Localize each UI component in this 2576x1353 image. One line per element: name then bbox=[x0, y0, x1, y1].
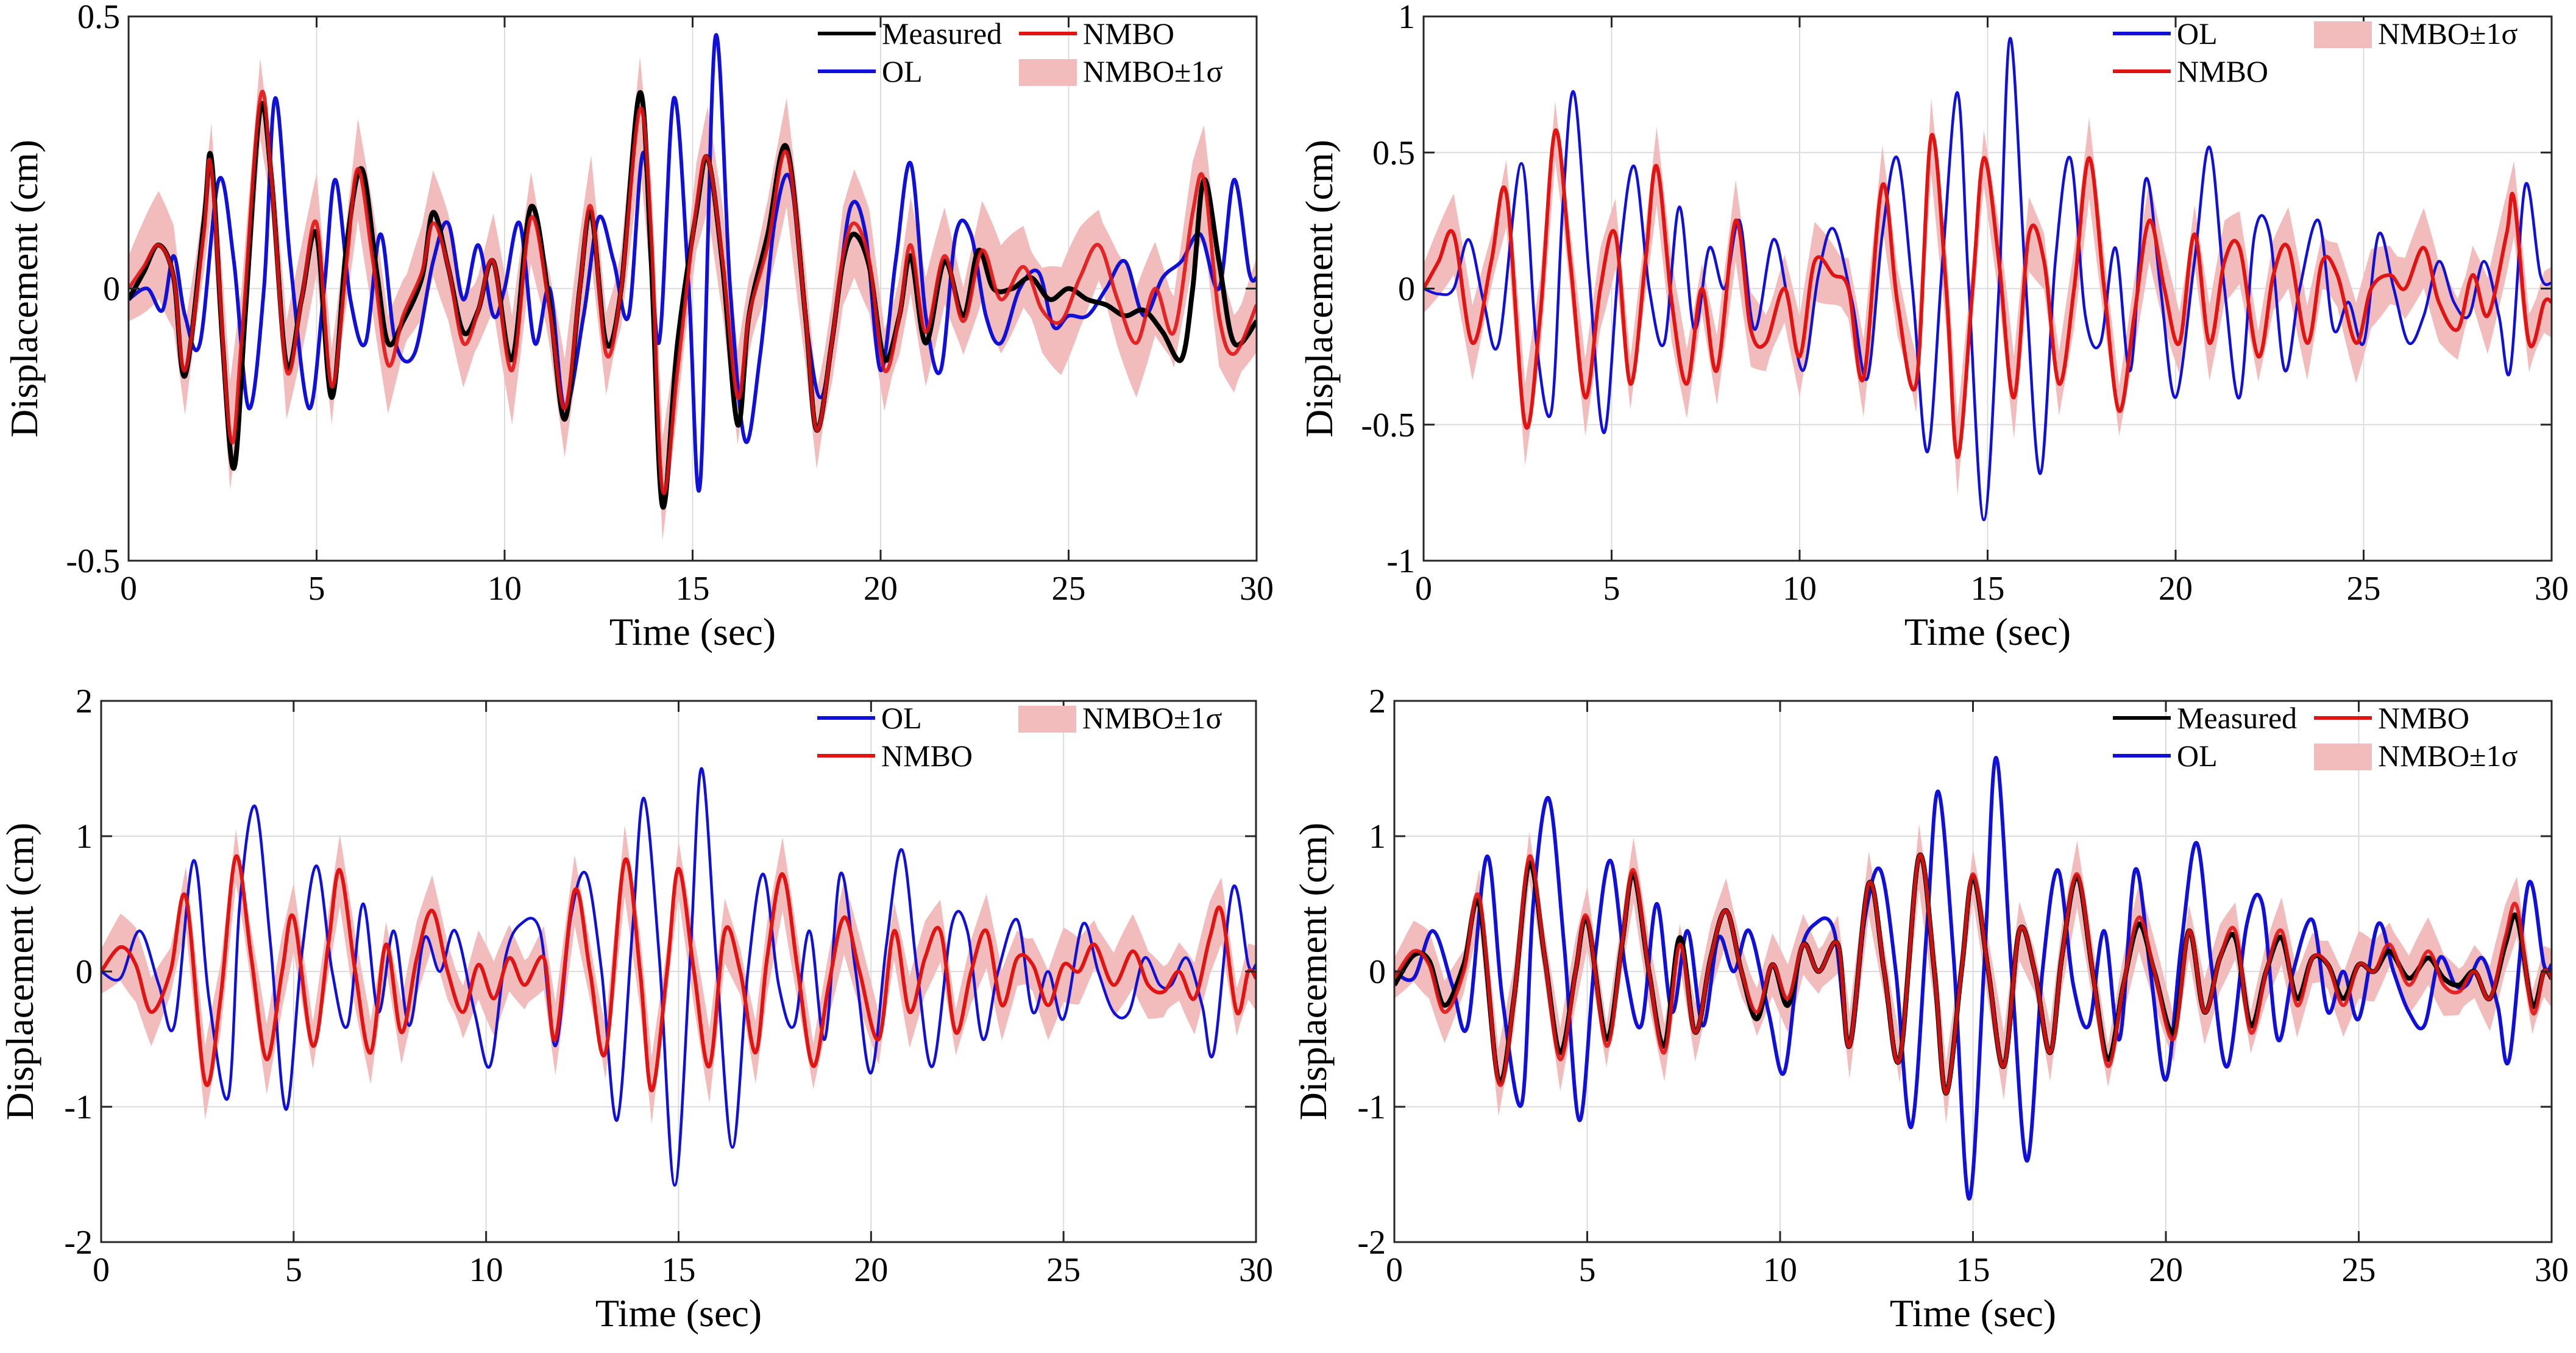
y-axis-label: Displacement (cm) bbox=[1297, 140, 1341, 438]
y-tick-label: 1 bbox=[1369, 818, 1386, 856]
plot-series bbox=[1424, 37, 2552, 522]
x-axis-label: Time (sec) bbox=[1890, 1291, 2056, 1335]
x-axis-label: Time (sec) bbox=[1904, 610, 2071, 653]
legend-label-band: NMBO±1σ bbox=[2378, 739, 2517, 773]
x-tick-label: 30 bbox=[2535, 1251, 2569, 1289]
legend-swatch-band bbox=[2314, 21, 2372, 48]
x-tick-label: 30 bbox=[1240, 570, 1274, 608]
y-axis-label: Displacement (cm) bbox=[2, 140, 46, 438]
x-tick-label: 25 bbox=[1046, 1251, 1080, 1289]
x-tick-label: 10 bbox=[1783, 570, 1817, 608]
x-tick-label: 0 bbox=[1415, 570, 1432, 608]
nmbo-series-line bbox=[101, 854, 1256, 1093]
legend-label-ol: OL bbox=[882, 54, 923, 88]
ol-series-line bbox=[1424, 37, 2552, 522]
x-tick-label: 5 bbox=[1603, 570, 1620, 608]
x-tick-label: 20 bbox=[854, 1251, 888, 1289]
nmbo-series-line bbox=[1394, 853, 2552, 1095]
y-tick-label: 2 bbox=[1369, 683, 1386, 720]
x-tick-label: 20 bbox=[2149, 1251, 2183, 1289]
legend: Measured NMBO OL NMBO±1σ bbox=[818, 16, 1222, 88]
x-tick-label: 10 bbox=[469, 1251, 503, 1289]
y-tick-label: 1 bbox=[76, 818, 93, 856]
y-tick-label: -2 bbox=[64, 1224, 93, 1262]
x-tick-label: 15 bbox=[662, 1251, 696, 1289]
legend-label-nmbo: NMBO bbox=[881, 739, 973, 773]
legend-label-measured: Measured bbox=[882, 16, 1002, 51]
ol-series-line bbox=[1394, 756, 2552, 1201]
plot-series bbox=[1394, 756, 2552, 1201]
nmbo-series-line bbox=[1424, 128, 2552, 460]
x-tick-label: 5 bbox=[1579, 1251, 1596, 1289]
legend-swatch-band bbox=[1019, 59, 1077, 86]
x-tick-label: 15 bbox=[1956, 1251, 1990, 1289]
x-tick-label: 5 bbox=[285, 1251, 302, 1289]
x-axis-label: Time (sec) bbox=[595, 1291, 762, 1335]
y-tick-label: 2 bbox=[76, 683, 93, 720]
x-tick-label: 25 bbox=[2347, 570, 2381, 608]
plot-series bbox=[129, 33, 1257, 541]
y-tick-label: -1 bbox=[64, 1088, 93, 1126]
nmbo-confidence-band bbox=[129, 56, 1257, 541]
nmbo-series-line bbox=[129, 90, 1257, 495]
legend-label-nmbo: NMBO bbox=[1083, 16, 1174, 51]
y-tick-label: 0 bbox=[1369, 953, 1386, 991]
x-tick-label: 20 bbox=[864, 570, 898, 608]
y-tick-label: 0 bbox=[103, 271, 120, 308]
y-tick-label: 0 bbox=[76, 953, 93, 991]
legend-label-ol: OL bbox=[2177, 16, 2218, 51]
ol-series-line bbox=[129, 33, 1257, 493]
legend-label-nmbo: NMBO bbox=[2378, 701, 2469, 735]
y-tick-label: 1 bbox=[1398, 0, 1415, 36]
chart-panel-bottom-left: 0 5 10 15 20 25 30 -2 -1 0 1 2 Time (sec) Displacemen… bbox=[0, 683, 1273, 1335]
x-tick-label: 0 bbox=[120, 570, 137, 608]
legend: OL NMBO±1σ NMBO bbox=[2113, 16, 2517, 88]
legend-label-band: NMBO±1σ bbox=[2378, 16, 2517, 51]
chart-panel-bottom-right: 0 5 10 15 20 25 30 -2 -1 0 1 2 Time (sec) Displacemen… bbox=[1291, 683, 2569, 1335]
legend-swatch-band bbox=[1018, 706, 1076, 733]
y-tick-label: -2 bbox=[1357, 1224, 1386, 1262]
y-tick-label: 0.5 bbox=[77, 0, 120, 36]
y-tick-label: 0 bbox=[1398, 271, 1415, 308]
x-axis-label: Time (sec) bbox=[609, 610, 776, 653]
legend-label-ol: OL bbox=[881, 701, 922, 735]
y-tick-label: -1 bbox=[1357, 1088, 1386, 1126]
legend-label-measured: Measured bbox=[2177, 701, 2297, 735]
legend-label-nmbo: NMBO bbox=[2177, 54, 2268, 88]
y-tick-label: 0.5 bbox=[1372, 134, 1415, 172]
legend: OL NMBO±1σ NMBO bbox=[817, 701, 1222, 773]
x-tick-label: 15 bbox=[1971, 570, 2005, 608]
y-axis-label: Displacement (cm) bbox=[0, 823, 41, 1121]
y-axis-label: Displacement (cm) bbox=[1291, 823, 1335, 1121]
plot-series bbox=[101, 767, 1256, 1187]
y-tick-label: -0.5 bbox=[66, 542, 120, 580]
x-tick-label: 25 bbox=[1052, 570, 1086, 608]
x-tick-label: 0 bbox=[1386, 1251, 1403, 1289]
x-tick-label: 15 bbox=[676, 570, 710, 608]
ol-series-line bbox=[101, 767, 1256, 1187]
y-tick-label: -1 bbox=[1386, 542, 1415, 580]
x-tick-label: 20 bbox=[2159, 570, 2193, 608]
chart-panel-top-right: 0 5 10 15 20 25 30 -1 -0.5 0 0.5 1 Time (sec) Displac… bbox=[1297, 0, 2569, 653]
legend-label-ol: OL bbox=[2177, 739, 2218, 773]
legend-label-band: NMBO±1σ bbox=[1083, 54, 1222, 88]
x-tick-label: 0 bbox=[93, 1251, 110, 1289]
x-tick-label: 30 bbox=[2535, 570, 2569, 608]
legend-swatch-band bbox=[2314, 744, 2372, 770]
x-tick-label: 5 bbox=[308, 570, 325, 608]
x-tick-label: 25 bbox=[2342, 1251, 2376, 1289]
legend-label-band: NMBO±1σ bbox=[1082, 701, 1222, 735]
x-tick-label: 10 bbox=[1763, 1251, 1797, 1289]
x-tick-label: 10 bbox=[488, 570, 522, 608]
y-tick-label: -0.5 bbox=[1361, 407, 1415, 444]
legend: Measured NMBO OL NMBO±1σ bbox=[2113, 701, 2517, 773]
x-tick-label: 30 bbox=[1239, 1251, 1273, 1289]
